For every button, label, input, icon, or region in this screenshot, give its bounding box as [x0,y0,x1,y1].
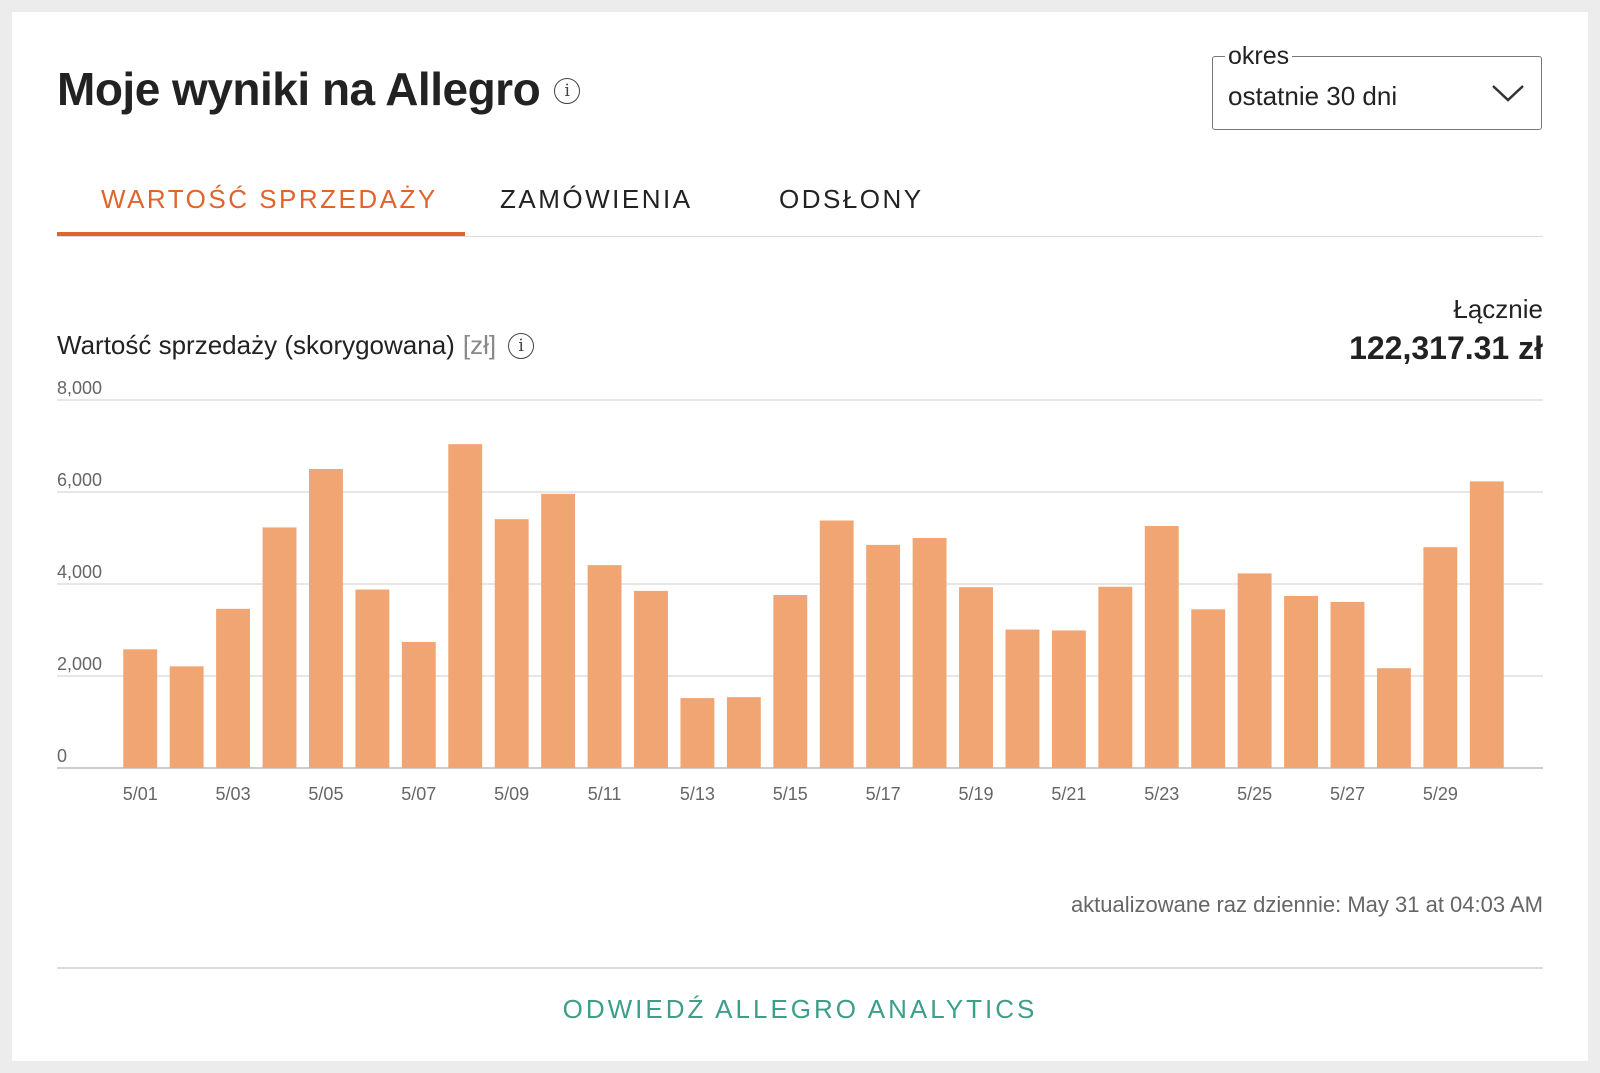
period-label: okres [1225,43,1293,69]
x-tick-label: 5/15 [773,784,808,804]
bar-5-26[interactable] [1284,595,1318,768]
results-card: Moje wyniki na Allegro i okres ostatnie … [12,12,1588,1061]
header: Moje wyniki na Allegro i [57,62,581,116]
footer-divider [57,967,1543,969]
y-tick-label: 2,000 [57,654,102,674]
y-tick-label: 8,000 [57,378,102,398]
bar-5-04[interactable] [262,527,297,768]
bar-5-24[interactable] [1191,609,1226,768]
bar-5-25[interactable] [1237,573,1272,768]
x-tick-label: 5/03 [216,784,251,804]
total-value: 122,317.31 zł [1349,330,1543,366]
x-tick-label: 5/07 [401,784,436,804]
bar-5-05[interactable] [309,469,343,768]
analytics-link[interactable]: ODWIEDŹ ALLEGRO ANALYTICS [562,994,1038,1024]
chevron-down-icon [1492,85,1524,102]
bar-5-15[interactable] [773,595,808,768]
bar-5-19[interactable] [959,587,993,768]
bar-5-13[interactable] [680,698,715,768]
x-tick-label: 5/25 [1237,784,1272,804]
x-tick-label: 5/19 [958,784,993,804]
bar-5-23[interactable] [1144,526,1179,768]
bar-5-18[interactable] [912,538,947,768]
metric-info-icon[interactable]: i [508,332,535,359]
updated-timestamp: aktualizowane raz dziennie: May 31 at 04… [1070,892,1543,917]
x-tick-label: 5/13 [680,784,715,804]
y-tick-label: 0 [57,746,67,766]
total-label: Łącznie [1453,294,1543,324]
bar-5-14[interactable] [726,697,761,768]
bar-5-12[interactable] [634,590,668,768]
active-tab-indicator [57,232,465,236]
bar-5-28[interactable] [1376,668,1411,768]
bar-5-10[interactable] [541,493,576,768]
x-tick-label: 5/17 [866,784,901,804]
x-tick-label: 5/23 [1144,784,1179,804]
y-tick-label: 4,000 [57,562,102,582]
period-select[interactable]: okres ostatnie 30 dni [1212,43,1542,130]
bar-5-08[interactable] [448,444,483,768]
x-tick-label: 5/11 [588,784,622,804]
bar-5-29[interactable] [1423,547,1458,768]
x-tick-label: 5/27 [1330,784,1365,804]
bar-5-21[interactable] [1051,630,1086,768]
metric-unit: [zł] [462,330,497,360]
x-tick-label: 5/29 [1423,784,1458,804]
bar-5-22[interactable] [1098,586,1133,768]
tab-bar: WARTOŚĆ SPRZEDAŻY ZAMÓWIENIA ODSŁONY [57,172,1543,237]
x-tick-label: 5/05 [308,784,343,804]
sales-bar-chart: 0 2,000 4,000 6,000 8,000 5/01 5/03 5/05 5/07 5/0… [57,378,1543,804]
bar-5-07[interactable] [401,641,436,768]
bar-5-03[interactable] [216,608,251,768]
metric-name: Wartość sprzedaży (skorygowana) [57,330,455,360]
bar-5-27[interactable] [1330,601,1365,768]
bar-5-09[interactable] [494,519,529,768]
x-tick-label: 5/01 [123,784,158,804]
x-tick-label: 5/09 [494,784,529,804]
tab-sales-value[interactable]: WARTOŚĆ SPRZEDAŻY [101,184,438,214]
bar-5-17[interactable] [866,544,901,768]
page-title: Moje wyniki na Allegro [57,63,541,115]
bar-5-06[interactable] [355,589,390,768]
tab-orders[interactable]: ZAMÓWIENIA [500,184,693,214]
info-icon[interactable]: i [554,78,581,104]
bar-5-02[interactable] [169,666,204,768]
bar-5-11[interactable] [587,565,622,768]
bar-5-01[interactable] [123,649,158,768]
bar-5-16[interactable] [819,520,854,768]
tab-views[interactable]: ODSŁONY [779,184,924,214]
period-value: ostatnie 30 dni [1228,81,1398,111]
y-tick-label: 6,000 [57,470,102,490]
metric-label: Wartość sprzedaży (skorygowana) [zł] i [57,330,535,361]
bar-5-20[interactable] [1005,629,1040,768]
bar-5-30[interactable] [1469,481,1504,768]
x-tick-label: 5/21 [1051,784,1086,804]
